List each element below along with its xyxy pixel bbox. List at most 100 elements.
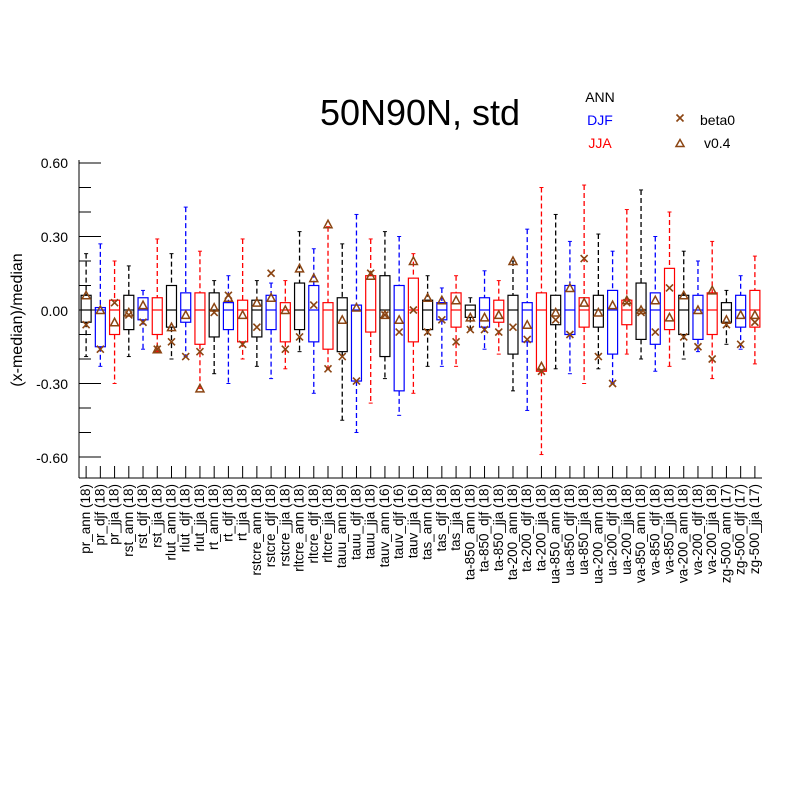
marker-v04 <box>507 255 519 266</box>
x-tick-label: rst_djf (18) <box>135 484 150 549</box>
marker-v04 <box>265 292 277 302</box>
marker-v04 <box>536 360 547 371</box>
y-tick-label: 0.30 <box>41 229 68 245</box>
marker-beta0 <box>138 318 148 327</box>
x-tick-label: rstcre_ann (18) <box>249 484 264 576</box>
marker-v04 <box>692 304 704 315</box>
marker-v04 <box>607 299 618 310</box>
box <box>237 299 249 343</box>
marker-v04 <box>393 314 405 325</box>
x-tick-label: rltcre_djf (18) <box>306 484 321 564</box>
marker-v04 <box>564 282 576 293</box>
legend-beta0-label: beta0 <box>700 112 735 128</box>
box <box>180 292 192 323</box>
marker-beta0 <box>338 352 347 361</box>
box <box>336 297 348 353</box>
marker-beta0 <box>195 347 205 356</box>
legend-beta0-marker <box>675 113 685 123</box>
marker-v04 <box>465 311 476 322</box>
box <box>635 282 647 340</box>
plot-area: pr_ann (18) pr_djf (18) pr_jja (18) rst_ann… <box>78 160 762 584</box>
marker-beta0 <box>210 308 219 317</box>
box <box>507 294 519 355</box>
marker-v04 <box>237 309 248 320</box>
marker-v04 <box>194 382 206 393</box>
box <box>478 297 491 328</box>
marker-beta0 <box>551 315 560 324</box>
marker-v04 <box>166 321 177 332</box>
x-tick-label: rt_djf (18) <box>220 484 235 542</box>
x-tick-label: rst_ann (18) <box>121 484 136 557</box>
x-tick-label: pr_jja (18) <box>107 484 122 545</box>
box <box>493 299 505 323</box>
x-tick-label: va-200_jja (18) <box>704 484 719 574</box>
marker-v04 <box>251 297 263 307</box>
x-tick-label: va-200_ann (18) <box>676 484 691 583</box>
marker-v04 <box>721 314 732 325</box>
marker-v04 <box>408 255 419 266</box>
marker-beta0 <box>665 283 674 293</box>
marker-v04 <box>578 297 590 307</box>
box <box>151 297 163 336</box>
x-tick-label: ua-200_ann (18) <box>590 484 605 584</box>
marker-v04 <box>635 304 647 315</box>
marker-beta0 <box>96 345 105 354</box>
box <box>606 289 619 355</box>
x-tick-label: rlut_djf (18) <box>178 484 193 552</box>
x-tick-label: rt_ann (18) <box>206 484 221 550</box>
legend-v04-label: v0.4 <box>704 135 731 151</box>
x-tick-label: ua-200_jja (18) <box>619 484 634 575</box>
marker-beta0 <box>409 305 418 315</box>
marker-v04 <box>322 218 334 229</box>
box <box>592 294 604 328</box>
x-tick-label: rt_jja (18) <box>235 484 250 541</box>
marker-beta0 <box>181 352 190 361</box>
x-tick-label: rltcre_ann (18) <box>292 484 307 572</box>
marker-beta0 <box>722 320 731 329</box>
marker-beta0 <box>452 337 461 346</box>
y-tick-label: 0.60 <box>41 155 68 171</box>
box <box>678 294 690 336</box>
marker-beta0 <box>679 332 688 342</box>
marker-beta0 <box>651 327 660 337</box>
x-tick-label: zg-500_jja (17) <box>747 484 762 574</box>
marker-v04 <box>336 314 348 325</box>
box <box>706 292 718 336</box>
x-tick-label: rlut_ann (18) <box>163 484 178 561</box>
x-tick-label: va-850_ann (18) <box>633 484 648 583</box>
marker-v04 <box>294 262 305 273</box>
marker-beta0 <box>466 325 475 334</box>
marker-beta0 <box>537 367 546 376</box>
marker-v04 <box>137 299 149 310</box>
marker-v04 <box>280 304 291 315</box>
x-tick-label: tauv_jja (16) <box>405 484 420 558</box>
marker-v04 <box>80 289 92 300</box>
x-tick-label: ua-850_ann (18) <box>548 484 563 584</box>
marker-beta0 <box>309 301 318 310</box>
box <box>621 299 633 326</box>
box <box>208 292 220 338</box>
x-tick-label: va-200_djf (18) <box>690 484 705 575</box>
box <box>379 275 391 358</box>
marker-v04 <box>493 309 505 320</box>
marker-beta0 <box>82 320 91 329</box>
x-tick-label: pr_ann (18) <box>78 484 93 554</box>
marker-v04 <box>678 289 689 300</box>
marker-beta0 <box>281 345 290 354</box>
marker-v04 <box>351 301 362 312</box>
box <box>720 302 733 323</box>
marker-v04 <box>621 294 633 305</box>
box <box>308 284 320 343</box>
x-tick-label: tauv_djf (16) <box>391 484 406 559</box>
x-tick-label: ua-200_djf (18) <box>605 484 620 576</box>
marker-v04 <box>749 309 761 320</box>
marker-v04 <box>450 294 462 305</box>
legend-v04-marker <box>674 137 686 148</box>
box <box>80 294 92 323</box>
x-tick-label: ta-850_ann (18) <box>462 484 477 580</box>
box <box>663 267 676 331</box>
marker-v04 <box>152 343 163 354</box>
legend-season-djf: DJF <box>587 112 613 128</box>
